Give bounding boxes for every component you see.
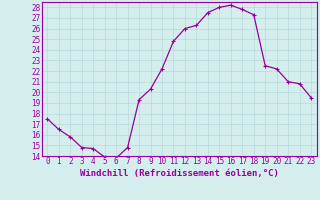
X-axis label: Windchill (Refroidissement éolien,°C): Windchill (Refroidissement éolien,°C) [80, 169, 279, 178]
